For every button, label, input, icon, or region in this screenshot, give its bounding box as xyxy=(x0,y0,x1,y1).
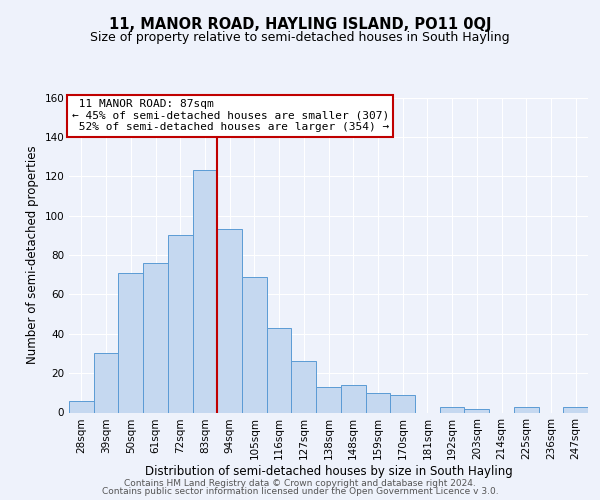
Bar xyxy=(168,236,193,412)
Text: Contains public sector information licensed under the Open Government Licence v : Contains public sector information licen… xyxy=(101,487,499,496)
Bar xyxy=(292,362,316,412)
Bar xyxy=(267,328,292,412)
Bar xyxy=(514,406,539,412)
Bar xyxy=(341,385,365,412)
Bar xyxy=(390,395,415,412)
Bar xyxy=(440,406,464,412)
Bar xyxy=(118,272,143,412)
Bar xyxy=(94,354,118,412)
Bar xyxy=(464,408,489,412)
Bar xyxy=(563,406,588,412)
Text: Size of property relative to semi-detached houses in South Hayling: Size of property relative to semi-detach… xyxy=(90,31,510,44)
Text: 11, MANOR ROAD, HAYLING ISLAND, PO11 0QJ: 11, MANOR ROAD, HAYLING ISLAND, PO11 0QJ xyxy=(109,18,491,32)
X-axis label: Distribution of semi-detached houses by size in South Hayling: Distribution of semi-detached houses by … xyxy=(145,465,512,478)
Bar xyxy=(69,400,94,412)
Bar xyxy=(365,393,390,412)
Bar xyxy=(193,170,217,412)
Bar xyxy=(143,263,168,412)
Bar xyxy=(242,276,267,412)
Bar xyxy=(316,387,341,412)
Text: 11 MANOR ROAD: 87sqm
← 45% of semi-detached houses are smaller (307)
 52% of sem: 11 MANOR ROAD: 87sqm ← 45% of semi-detac… xyxy=(71,99,389,132)
Bar xyxy=(217,230,242,412)
Y-axis label: Number of semi-detached properties: Number of semi-detached properties xyxy=(26,146,39,364)
Text: Contains HM Land Registry data © Crown copyright and database right 2024.: Contains HM Land Registry data © Crown c… xyxy=(124,478,476,488)
